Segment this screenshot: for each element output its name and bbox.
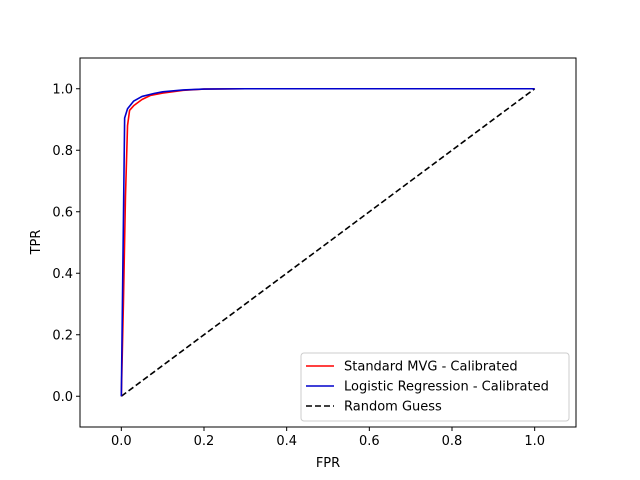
x-axis-label: FPR xyxy=(316,456,340,471)
plot-area xyxy=(79,57,577,428)
y-tick-label: 1.0 xyxy=(52,82,73,97)
y-tick-label: 0.4 xyxy=(52,267,73,282)
y-tick-label: 0.8 xyxy=(52,144,73,159)
legend-label-random-guess: Random Guess xyxy=(344,400,442,415)
series-line-logistic-regression-calibrated xyxy=(120,87,535,397)
x-axis: 0.0 0.2 0.4 0.6 0.8 1.0 xyxy=(111,427,545,449)
legend-label-standard-mvg-calibrated: Standard MVG - Calibrated xyxy=(344,360,518,375)
legend-label-logistic-regression-calibrated: Logistic Regression - Calibrated xyxy=(344,380,549,395)
y-axis-label: TPR xyxy=(29,230,44,256)
x-tick-label: 0.8 xyxy=(442,434,463,449)
y-tick-label: 0.2 xyxy=(52,328,73,343)
legend-box xyxy=(300,352,570,422)
x-tick-label: 1.0 xyxy=(524,434,545,449)
x-tick-label: 0.6 xyxy=(359,434,380,449)
x-tick-label: 0.0 xyxy=(111,434,132,449)
x-tick-label: 0.2 xyxy=(194,434,215,449)
legend-entries: Standard MVG - Calibrated Logistic Regres… xyxy=(306,360,549,415)
series-line-random-guess xyxy=(120,88,536,397)
y-tick-label: 0.0 xyxy=(52,390,73,405)
series-layer xyxy=(120,87,536,397)
legend: Standard MVG - Calibrated Logistic Regres… xyxy=(300,352,570,422)
plot-frame xyxy=(79,57,577,428)
y-axis: 0.0 0.2 0.4 0.6 0.8 1.0 xyxy=(52,82,80,405)
y-tick-label: 0.6 xyxy=(52,205,73,220)
x-tick-label: 0.4 xyxy=(276,434,297,449)
